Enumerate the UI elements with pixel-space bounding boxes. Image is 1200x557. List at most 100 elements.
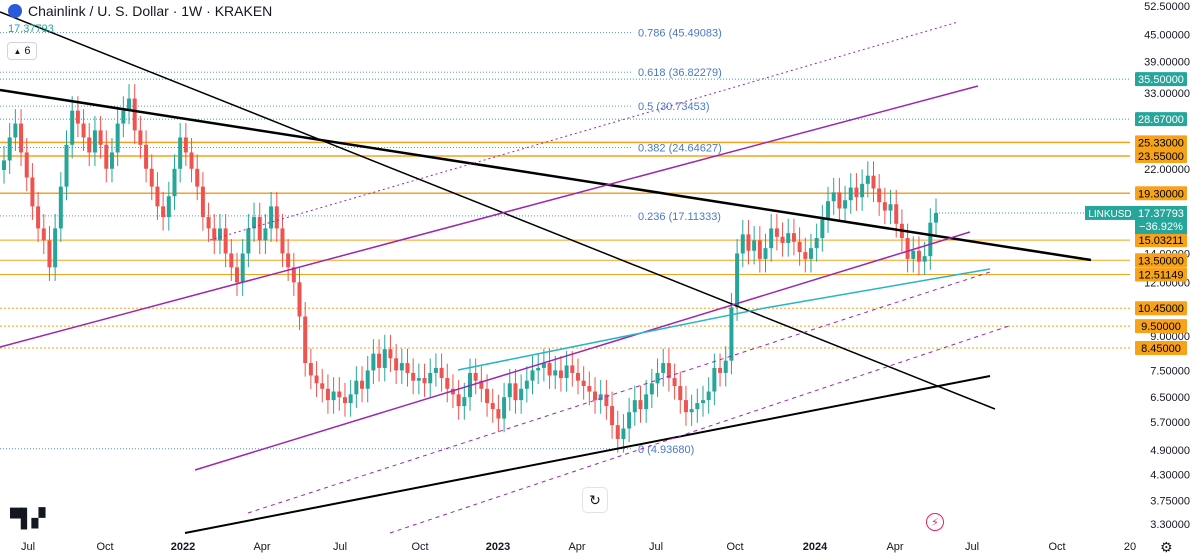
candle-body: [297, 282, 302, 317]
candle-body: [428, 372, 433, 384]
candle-body: [405, 363, 410, 373]
price-tag-box: [1135, 267, 1187, 282]
candle-body: [269, 206, 274, 229]
candle-body: [371, 353, 376, 371]
candle-body: [485, 388, 490, 404]
y-tick-label: 4.30000: [1150, 470, 1190, 482]
candle-body: [877, 188, 882, 203]
y-tick-label: 6.50000: [1150, 392, 1190, 404]
price-tag-label: 10.45000: [1138, 303, 1184, 315]
reset-icon: ↻: [589, 491, 601, 508]
price-tag-box: [1135, 112, 1187, 127]
candle-body: [803, 252, 808, 259]
symbol-tag-label: LINKUSD: [1088, 209, 1131, 220]
alert-lightning-icon[interactable]: ⚡: [926, 513, 944, 531]
candle-body: [593, 391, 598, 401]
candle-body: [365, 370, 370, 389]
candle-body: [553, 370, 558, 376]
candle-body: [888, 204, 893, 211]
candle-body: [98, 130, 103, 145]
price-tag-box: [1135, 72, 1187, 87]
candle-body: [473, 372, 478, 381]
candle-body: [178, 137, 183, 169]
candle-body: [746, 234, 751, 251]
candle-body: [161, 206, 166, 218]
cyan-trendline-2: [764, 268, 991, 309]
candle-body: [115, 123, 120, 153]
candle-body: [570, 365, 575, 373]
y-tick-label: 3.75000: [1150, 495, 1190, 507]
candle-body: [394, 358, 399, 371]
tradingview-logo-icon[interactable]: ▀▌▞: [10, 508, 45, 528]
candle-body: [865, 175, 870, 184]
fib-level-label: 0.618 (36.82279): [638, 67, 722, 79]
candle-body: [235, 267, 239, 283]
candle-body: [19, 123, 24, 153]
price-tag-label: 28.67000: [1138, 114, 1184, 126]
candle-body: [752, 240, 757, 251]
candle-body: [229, 253, 234, 268]
candle-body: [92, 130, 97, 153]
candle-body: [587, 386, 592, 392]
price-tag-box: [1135, 253, 1187, 268]
price-tag-box: [1135, 341, 1187, 356]
candle-body: [848, 187, 853, 201]
candle-body: [280, 228, 285, 254]
candle-body: [740, 234, 745, 254]
cyan-trendline-1: [457, 307, 766, 371]
candle-body: [217, 228, 222, 241]
reset-chart-button[interactable]: ↻: [582, 487, 608, 513]
x-tick-label: Jul: [333, 541, 347, 553]
trendlines: [0, 11, 1092, 534]
candle-body: [808, 248, 813, 259]
candle-body: [723, 360, 728, 373]
purple-channel-middle: [194, 231, 971, 471]
y-tick-label: 45.00000: [1144, 30, 1190, 42]
candle-body: [354, 380, 359, 395]
candle-body: [70, 110, 75, 145]
y-tick-label: 3.30000: [1150, 519, 1190, 531]
candle-body: [934, 212, 938, 223]
fib-level-label: 0.786 (45.49083): [638, 28, 722, 40]
candle-body: [127, 98, 132, 111]
candle-body: [826, 201, 831, 220]
y-tick-label: 39.00000: [1144, 56, 1190, 68]
candle-body: [678, 386, 683, 401]
candle-body: [615, 425, 620, 440]
candle-body: [860, 183, 865, 198]
y-tick-label: 22.00000: [1144, 164, 1190, 176]
candle-body: [672, 378, 677, 387]
candle-body: [502, 397, 507, 419]
candle-body: [854, 187, 859, 198]
candle-body: [58, 186, 63, 229]
purple-channel-upper: [0, 85, 979, 348]
candle-body: [183, 137, 188, 153]
candle-body: [252, 217, 257, 229]
price-tag-box: [1135, 135, 1187, 150]
candle-body: [689, 409, 694, 413]
candle-body: [331, 391, 336, 401]
gear-icon[interactable]: ⚙: [1160, 539, 1173, 555]
price-tag-box: [1135, 148, 1187, 163]
price-tag-label: 19.30000: [1138, 188, 1184, 200]
candle-body: [348, 394, 353, 404]
indicators-toggle-button[interactable]: ▲ 6: [7, 42, 37, 60]
fib-retracement: 0.786 (45.49083) 0.618 (36.82279) 0.5 (30.…: [0, 28, 722, 456]
candle-body: [342, 397, 347, 404]
price-tag-label: 25.33000: [1138, 137, 1184, 149]
candle-body: [149, 168, 154, 187]
candle-body: [433, 367, 438, 373]
candle-body: [87, 137, 92, 153]
candle-body: [780, 236, 785, 244]
candle-body: [439, 367, 444, 379]
price-tag-label: 23.55000: [1138, 151, 1184, 163]
y-tick-label: 33.00000: [1144, 88, 1190, 100]
candle-body: [360, 380, 365, 389]
candle-body: [547, 363, 552, 376]
candle-body: [445, 378, 450, 389]
price-tags: 35.50000 28.67000 25.33000 23.55000 19.30000…: [936, 72, 1187, 356]
time-axis[interactable]: Jul Oct 2022 Apr Jul Oct 2023 Apr Jul Oct 2024 Apr J…: [21, 541, 1136, 553]
candle-body: [649, 383, 654, 395]
candle-body: [519, 388, 524, 401]
